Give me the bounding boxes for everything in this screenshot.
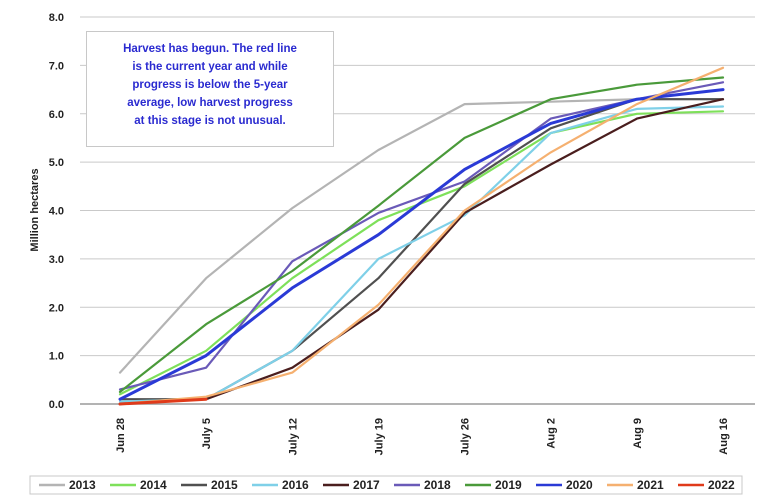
legend-item-2020: 2020 [536,478,593,492]
x-tick-label: Jun 28 [115,418,127,453]
y-tick-label: 0.0 [49,399,64,411]
x-tick-label: July 26 [460,418,472,455]
series-line-2013 [118,98,725,374]
x-tick-label: Aug 2 [546,418,558,449]
legend-item-2017: 2017 [323,478,380,492]
legend-label: 2022 [708,478,735,492]
y-axis-ticks: 0.0 1.0 2.0 3.0 4.0 5.0 6.0 7.0 8.0 [49,12,64,411]
y-tick-label: 4.0 [49,206,64,218]
legend-item-2018: 2018 [394,478,451,492]
series-line-2016 [118,105,725,403]
y-tick-label: 8.0 [49,12,64,24]
y-tick-label: 3.0 [49,254,64,266]
series-line-2020 [118,88,725,401]
annotation-box: Harvest has begun. The red line is the c… [86,31,334,147]
y-tick-label: 5.0 [49,157,64,169]
legend-label: 2017 [353,478,380,492]
series-line-2021 [118,66,725,406]
legend-label: 2013 [69,478,96,492]
legend-item-2014: 2014 [110,478,167,492]
legend: 2013 2014 2015 2016 2017 2018 2019 2020 2021 2022 [29,475,743,495]
annotation-line-2: is the current year and while [132,61,288,73]
y-tick-label: 6.0 [49,109,64,121]
x-tick-label: July 19 [373,418,385,455]
legend-item-2016: 2016 [252,478,309,492]
legend-label: 2014 [140,478,167,492]
legend-label: 2018 [424,478,451,492]
x-tick-label: Aug 9 [632,418,644,449]
series-line-2017 [118,98,725,406]
legend-label: 2019 [495,478,522,492]
legend-item-2021: 2021 [607,478,664,492]
series-line-2019 [118,76,725,393]
legend-label: 2016 [282,478,309,492]
legend-item-2013: 2013 [39,478,96,492]
x-axis-ticks: Jun 28 July 5 July 12 July 19 July 26 Aug 2 Au… [115,418,730,455]
annotation-line-1: Harvest has begun. The red line [123,43,297,55]
legend-item-2015: 2015 [181,478,238,492]
legend-label: 2021 [637,478,664,492]
legend-item-2019: 2019 [465,478,522,492]
annotation-line-4: average, low harvest progress [127,97,293,109]
y-axis-label: Million hectares [29,168,41,251]
annotation-line-3: progress is below the 5-year [132,79,288,91]
x-tick-label: July 12 [287,418,299,455]
series-line-2022 [118,397,208,406]
series-lines [118,66,725,406]
y-tick-label: 2.0 [49,302,64,314]
y-tick-label: 1.0 [49,351,64,363]
y-tick-label: 7.0 [49,60,64,72]
legend-label: 2020 [566,478,593,492]
legend-box [29,475,743,495]
legend-item-2022: 2022 [678,478,735,492]
x-tick-label: Aug 16 [718,418,730,455]
annotation-line-5: at this stage is not unusual. [134,115,286,127]
legend-label: 2015 [211,478,238,492]
x-tick-label: July 5 [201,418,213,449]
